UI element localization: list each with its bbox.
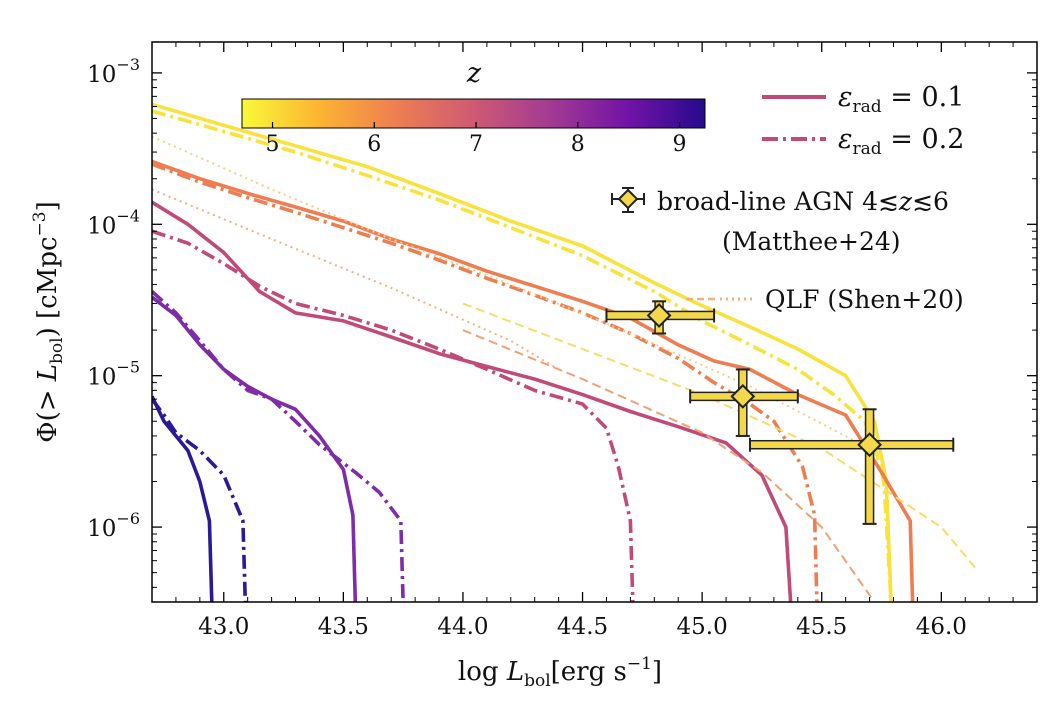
legend-label-rad-0.2: εrad = 0.2 (838, 124, 964, 159)
y-tick-label: 10−6 (87, 509, 140, 542)
x-axis-label: log Lbol[erg s−1] (458, 654, 662, 691)
colorbar-tick-label: 9 (673, 132, 687, 157)
series-line-11 (462, 329, 876, 602)
y-tick-label: 10−5 (87, 358, 140, 391)
y-tick-label: 10−4 (87, 206, 140, 239)
colorbar: z 5 6 7 8 9 (241, 58, 706, 157)
colorbar-gradient (241, 98, 706, 129)
agn-data-points (605, 300, 955, 525)
agn-point-1 (689, 368, 799, 437)
x-tick-label: 46.0 (916, 614, 967, 640)
x-tick-label: 43.0 (198, 614, 249, 640)
legend-agn-marker (611, 187, 645, 213)
colorbar-tick-label: 5 (266, 132, 280, 157)
agn-point-2 (748, 408, 955, 525)
colorbar-title: z (466, 58, 482, 89)
series-line-4 (152, 200, 793, 602)
series-line-13 (152, 188, 560, 371)
y-axis-label: Φ(> Lbol) [cMpc−3] (30, 201, 67, 443)
y-tick-label: 10−3 (87, 55, 140, 88)
axes: 43.0 43.5 44.0 44.5 45.0 45.5 46.0 10−6 10−5 10−4… (87, 42, 1037, 640)
x-tick-label: 43.5 (318, 614, 369, 640)
plot-area (152, 42, 1037, 602)
x-tick-label: 45.5 (796, 614, 847, 640)
series-line-5 (152, 229, 635, 602)
colorbar-tick-label: 7 (469, 132, 483, 157)
colorbar-ticks: 5 6 7 8 9 (266, 122, 687, 157)
colorbar-tick-label: 8 (571, 132, 585, 157)
series-line-2 (152, 159, 915, 602)
series-line-8 (152, 395, 214, 602)
x-tick-label: 45.0 (677, 614, 728, 640)
legend-label-rad-0.1: εrad = 0.1 (838, 82, 964, 117)
series-line-7 (152, 290, 405, 602)
series-line-12 (152, 135, 871, 450)
legend-label-qlf: QLF (Shen+20) (765, 285, 964, 314)
legend-label-agn-ref: (Matthee+24) (722, 227, 901, 256)
series-line-10 (462, 302, 978, 571)
colorbar-tick-label: 6 (367, 132, 381, 157)
x-tick-label: 44.5 (557, 614, 608, 640)
series-line-9 (152, 398, 248, 602)
legend-label-agn: broad-line AGN 4≲z≲6 (657, 187, 949, 216)
legend: εrad = 0.1 εrad = 0.2 broad-line AGN 4≲z… (611, 82, 964, 314)
agn-point-0 (605, 300, 716, 335)
series-line-0 (152, 102, 893, 602)
x-tick-label: 44.0 (437, 614, 488, 640)
plot-frame (151, 41, 1038, 603)
